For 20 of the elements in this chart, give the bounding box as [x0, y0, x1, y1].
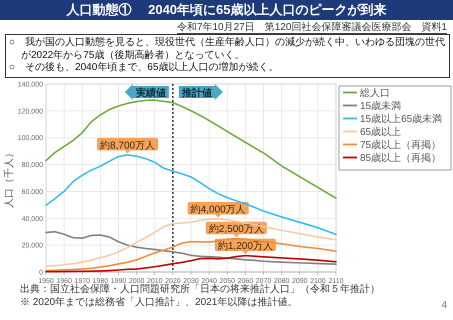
annotation: 推計値	[180, 87, 212, 99]
text: ※ 2020年までは総務省「人口推計」、2021年以降は推計値。	[20, 296, 298, 308]
legend-label: 15歳以上65歳未満	[360, 113, 442, 125]
legend-label: 85歳以上（再掲）	[360, 152, 442, 164]
legend-label: 15歳未満	[360, 100, 402, 112]
text: 4	[441, 300, 447, 311]
legend-label: 75歳以上（再掲）	[360, 139, 442, 151]
callout: 約4,000万人	[188, 202, 249, 218]
text: ○ 我が国の人口動態を見ると、現役世代（生産年齢人口）の減少が続く中、いわゆる団塊の世代が2022年から75歳（後期高齢者）となっていく。	[9, 37, 446, 62]
text: 令和7年10月27日 第120回社会保障審議会医療部会 資料1	[176, 22, 447, 34]
legend-label: 65歳以上	[360, 126, 402, 138]
y-axis-title: 人口（千人）	[3, 148, 15, 208]
annotation: 約8,700万人	[100, 140, 156, 152]
callout: 約8,700万人	[97, 138, 158, 154]
text: ○ その後も、2040年頃まで、65歳以上人口の増加が続く。	[9, 62, 280, 74]
annotation: 約4,000万人	[190, 204, 246, 216]
chart-title: 人口動態① 2040年頃に65歳以上人口のピークが到来	[0, 2, 453, 17]
source-note: 出典：国立社会保障・人口問題研究所「日本の将来推計人口」（令和５年推計）	[20, 284, 380, 295]
legend-label: 総人口	[359, 87, 390, 99]
annotation: 実績値	[134, 87, 166, 99]
